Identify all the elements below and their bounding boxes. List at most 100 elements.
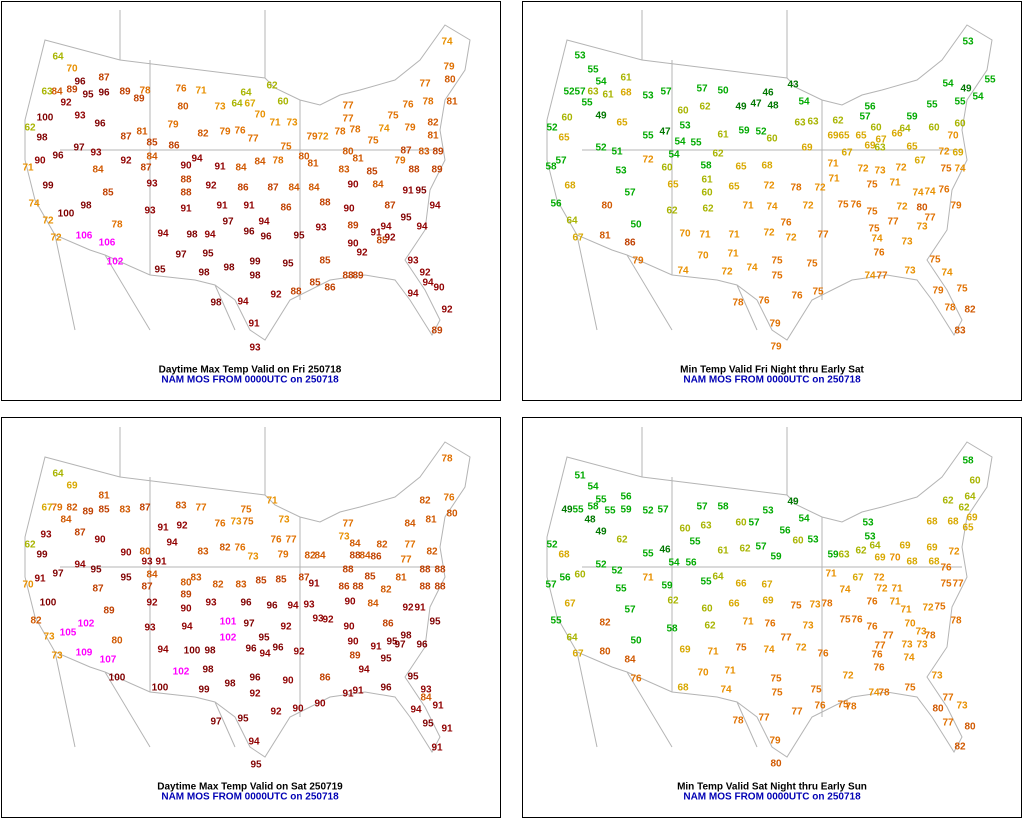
temperature: 94 — [358, 665, 370, 676]
temperature: 73 — [802, 621, 814, 632]
temperature: 60 — [928, 123, 940, 134]
temperature: 54 — [668, 558, 680, 569]
temperature: 87 — [98, 73, 110, 84]
temperature: 97 — [394, 640, 406, 651]
temperature: 94 — [181, 622, 193, 633]
temperature: 78 — [139, 86, 151, 97]
temperature: 77 — [942, 693, 954, 704]
temperature: 74 — [746, 263, 758, 274]
temperature: 98 — [186, 230, 198, 241]
temperature: 58 — [717, 502, 729, 513]
temperature: 76 — [780, 218, 792, 229]
temperature: 53 — [962, 37, 974, 48]
temperature: 92 — [356, 248, 368, 259]
temperature: 55 — [595, 495, 607, 506]
temperature: 89 — [432, 147, 444, 158]
temperature: 87 — [74, 528, 86, 539]
temperature: 56 — [779, 526, 791, 537]
temperature: 54 — [674, 137, 686, 148]
temperature: 89 — [119, 87, 131, 98]
temperature: 69 — [926, 543, 938, 554]
temperature: 92 — [249, 689, 261, 700]
temperature: 67 — [564, 599, 576, 610]
temperature: 94 — [166, 538, 178, 549]
temperature: 85 — [309, 278, 321, 289]
temperature: 95 — [415, 186, 427, 197]
temperature: 90 — [343, 204, 355, 215]
temperature: 59 — [661, 581, 673, 592]
temperature: 84 — [420, 693, 432, 704]
temperature: 68 — [928, 557, 940, 568]
temperature: 71 — [742, 201, 754, 212]
temperature: 59 — [738, 126, 750, 137]
temperature: 78 — [272, 156, 284, 167]
temperature: 96 — [260, 232, 272, 243]
temperature: 91 — [441, 724, 453, 735]
temperature: 100 — [184, 646, 201, 657]
temperature: 73 — [247, 552, 259, 563]
temperature: 62 — [832, 116, 844, 127]
temperature: 74 — [903, 653, 915, 664]
temperature: 60 — [870, 123, 882, 134]
temperature: 76 — [234, 126, 246, 137]
temperature: 80 — [139, 547, 151, 558]
temperature: 65 — [962, 523, 974, 534]
temperature: 75 — [280, 142, 292, 153]
temperature: 86 — [280, 203, 292, 214]
temperature: 71 — [825, 569, 837, 580]
temperature: 81 — [98, 491, 110, 502]
temperature: 107 — [100, 655, 117, 666]
temperature: 57 — [574, 87, 586, 98]
temperature: 94 — [74, 560, 86, 571]
temperature: 57 — [859, 112, 871, 123]
temperature: 78 — [441, 454, 453, 465]
temperature: 69 — [952, 148, 964, 159]
temperature: 95 — [250, 760, 262, 771]
temperature: 62 — [704, 621, 716, 632]
temperature: 80 — [298, 152, 310, 163]
temperature: 93 — [249, 343, 261, 354]
temperature: 79 — [306, 132, 318, 143]
temperature: 75 — [387, 111, 399, 122]
temperature: 80 — [180, 578, 192, 589]
temperature: 109 — [76, 648, 93, 659]
temperature: 57 — [545, 580, 557, 591]
temperature: 59 — [620, 505, 632, 516]
temperature: 75 — [866, 207, 878, 218]
temperature: 66 — [891, 129, 903, 140]
temperature: 75 — [866, 180, 878, 191]
temperature: 79 — [219, 127, 231, 138]
temperature: 55 — [690, 138, 702, 149]
temperature: 68 — [947, 517, 959, 528]
temperature: 84 — [92, 165, 104, 176]
temperature: 73 — [230, 517, 242, 528]
temperature: 96 — [272, 643, 284, 654]
temperature: 79 — [769, 736, 781, 747]
temperature: 98 — [36, 133, 48, 144]
temperature: 67 — [572, 233, 584, 244]
temperature: 87 — [140, 163, 152, 174]
temperature: 94 — [416, 222, 428, 233]
temperature: 73 — [901, 237, 913, 248]
temperature: 97 — [210, 717, 222, 728]
temperature: 90 — [34, 156, 46, 167]
temperature: 94 — [407, 289, 419, 300]
temperature: 73 — [286, 118, 298, 129]
temperature: 71 — [742, 617, 754, 628]
temperature: 56 — [864, 102, 876, 113]
temperature: 100 — [109, 673, 126, 684]
temperature: 71 — [22, 163, 34, 174]
panel-title: Min Temp Valid Sat Night thru Early Sun — [677, 782, 867, 793]
temperature: 82 — [219, 543, 231, 554]
panel-title: Daytime Max Temp Valid on Sat 250719 — [157, 782, 343, 793]
temperature: 60 — [561, 113, 573, 124]
temperature: 98 — [198, 268, 210, 279]
temperature: 53 — [862, 518, 874, 529]
temperature: 96 — [94, 119, 106, 130]
temperature: 95 — [282, 259, 294, 270]
temperature: 85 — [364, 572, 376, 583]
temperature: 89 — [133, 94, 145, 105]
temperature: 91 — [180, 204, 192, 215]
temperature: 84 — [308, 183, 320, 194]
temperature: 62 — [616, 535, 628, 546]
